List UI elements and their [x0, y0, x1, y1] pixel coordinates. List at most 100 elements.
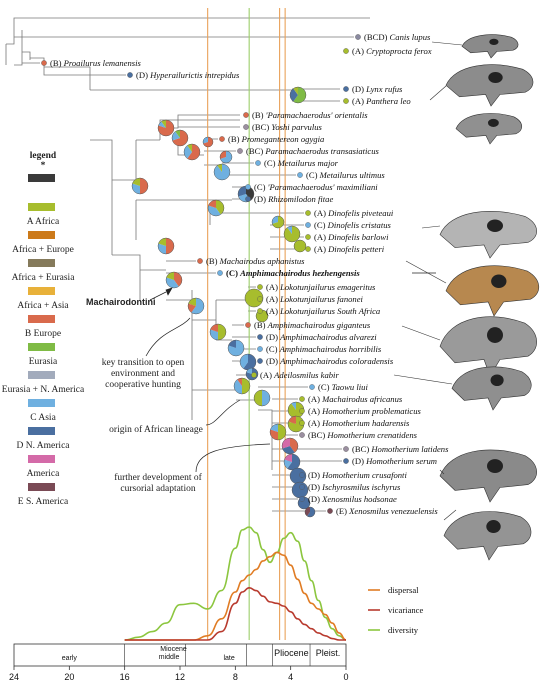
- taxon-area-code: (D): [266, 356, 280, 366]
- tip-node: [197, 258, 203, 264]
- node-pie: [283, 225, 301, 243]
- taxon-label: (BC) Yoshi parvulus: [252, 122, 323, 132]
- taxon-area-code: (C): [254, 182, 268, 192]
- tip-node: [217, 270, 223, 276]
- taxon-label: (A) Lokotunjailurus South Africa: [266, 306, 380, 316]
- taxon-area-code: (B): [206, 256, 220, 266]
- tip-node: [243, 112, 249, 118]
- ancestral-area-pies: [131, 86, 316, 518]
- taxon-area-code: (C): [314, 220, 328, 230]
- taxon-area-code: (C): [264, 158, 278, 168]
- taxon-name: Dinofelis piveteaui: [327, 208, 394, 218]
- node-pie: [157, 237, 175, 255]
- taxon-label: (A) Lokotunjailurus emageritus: [266, 282, 376, 292]
- series-line-vicariance: [124, 586, 346, 641]
- taxon-area-code: (A): [308, 394, 322, 404]
- tip-node: [343, 446, 349, 452]
- skull-image: [455, 113, 523, 145]
- node-pie: [293, 239, 307, 253]
- tip-node: [41, 60, 47, 66]
- epoch-label: Miocene: [160, 646, 187, 653]
- tip-node: [255, 160, 261, 166]
- taxon-area-code: (A): [352, 96, 366, 106]
- taxon-name: Metailurus major: [277, 158, 339, 168]
- taxon-name: Metailurus ultimus: [319, 170, 386, 180]
- taxon-area-code: (A): [314, 208, 328, 218]
- taxon-name: Homotherium crenatidens: [326, 430, 417, 440]
- african-origin-note: origin of African lineage: [109, 425, 203, 435]
- node-pie: [157, 119, 175, 137]
- axis-tick-label: 16: [120, 672, 130, 682]
- legend-swatch: [28, 315, 55, 323]
- taxon-name: Lokotunjailurus South Africa: [279, 306, 380, 316]
- tip-node: [343, 458, 349, 464]
- node-pie: [269, 423, 287, 441]
- tip-node: [297, 172, 303, 178]
- node-pie: [187, 297, 205, 315]
- taxon-area-code: (D): [352, 84, 366, 94]
- taxon-name: Machairodus aphanistus: [219, 256, 306, 266]
- skull-image: [439, 449, 537, 503]
- taxon-area-code: (A): [314, 244, 328, 254]
- tip-node: [343, 86, 349, 92]
- legend-label: America: [26, 469, 60, 479]
- taxon-label: (A) Machairodus africanus: [308, 394, 403, 404]
- taxon-name: Amphimachairodus horribilis: [279, 344, 382, 354]
- taxon-name: Promegantereon ogygia: [241, 134, 325, 144]
- legend-swatch: [28, 203, 55, 211]
- taxon-name: Dinofelis barlowi: [327, 232, 389, 242]
- legend-label: Africa + Eurasia: [11, 273, 75, 283]
- taxon-name: Yoshi parvulus: [271, 122, 322, 132]
- tip-node: [299, 496, 305, 502]
- taxon-name: Amphimachairodus hezhengensis: [239, 268, 360, 278]
- legend-swatch: [28, 174, 55, 182]
- taxon-label: (A) Dinofelis petteri: [314, 244, 385, 254]
- taxon-area-code: (A): [260, 370, 274, 380]
- tip-node: [245, 322, 251, 328]
- taxon-label: (C) Amphimachairodus hezhengensis: [226, 268, 360, 278]
- taxon-name: Amphimachairodus alvarezi: [279, 332, 377, 342]
- tip-node: [237, 148, 243, 154]
- taxon-area-code: (C): [306, 170, 320, 180]
- taxon-name: Dinofelis cristatus: [327, 220, 392, 230]
- taxon-label: (B) 'Paramachaerodus' orientalis: [252, 110, 368, 120]
- axis-tick-label: 20: [64, 672, 74, 682]
- taxon-name: Xenosmilus venezuelensis: [348, 506, 438, 516]
- tip-node: [257, 346, 263, 352]
- taxon-area-code: (B): [254, 320, 268, 330]
- tip-node: [309, 384, 315, 390]
- tip-node: [355, 34, 361, 40]
- axis-tick-label: 24: [9, 672, 19, 682]
- legend-swatch: [28, 483, 55, 491]
- tip-node: [243, 124, 249, 130]
- taxon-label: (B) Machairodus aphanistus: [206, 256, 305, 266]
- taxon-name: Amphimachairodus giganteus: [267, 320, 371, 330]
- legend-star: *: [40, 161, 46, 171]
- taxon-label: (D) Xenosmilus hodsonae: [308, 494, 397, 504]
- taxon-labels: (BCD) Canis lupus(A) Cryptoprocta ferox(…: [41, 32, 449, 516]
- node-pie: [227, 339, 245, 357]
- tip-node: [299, 420, 305, 426]
- taxon-label: (C) Amphimachairodus horribilis: [266, 344, 382, 354]
- node-pie: [244, 288, 264, 308]
- skull-image: [439, 316, 537, 377]
- tip-node: [251, 372, 257, 378]
- taxon-name: Hyperailurictis intrepidus: [149, 70, 240, 80]
- taxon-label: (C) Metailurus major: [264, 158, 339, 168]
- line-legend-label: diversity: [388, 625, 419, 635]
- skull-image: [439, 211, 537, 259]
- taxon-area-code: (C): [266, 344, 280, 354]
- taxon-label: (A) Dinofelis piveteaui: [314, 208, 394, 218]
- taxon-name: Homotherium crusafonti: [321, 470, 407, 480]
- epoch-label: Pliocene: [274, 648, 309, 658]
- node-pie: [233, 377, 251, 395]
- taxon-label: (BCD) Canis lupus: [364, 32, 431, 42]
- taxon-name: Amphimachairodus coloradensis: [279, 356, 394, 366]
- taxon-area-code: (A): [266, 282, 280, 292]
- node-pie: [219, 150, 233, 164]
- taxon-area-code: (BC): [246, 146, 265, 156]
- taxon-name: Panthera leo: [365, 96, 411, 106]
- legend-swatch: [28, 343, 55, 351]
- transition-note: key transition to open environment and c…: [101, 358, 185, 390]
- taxon-area-code: (A): [352, 46, 366, 56]
